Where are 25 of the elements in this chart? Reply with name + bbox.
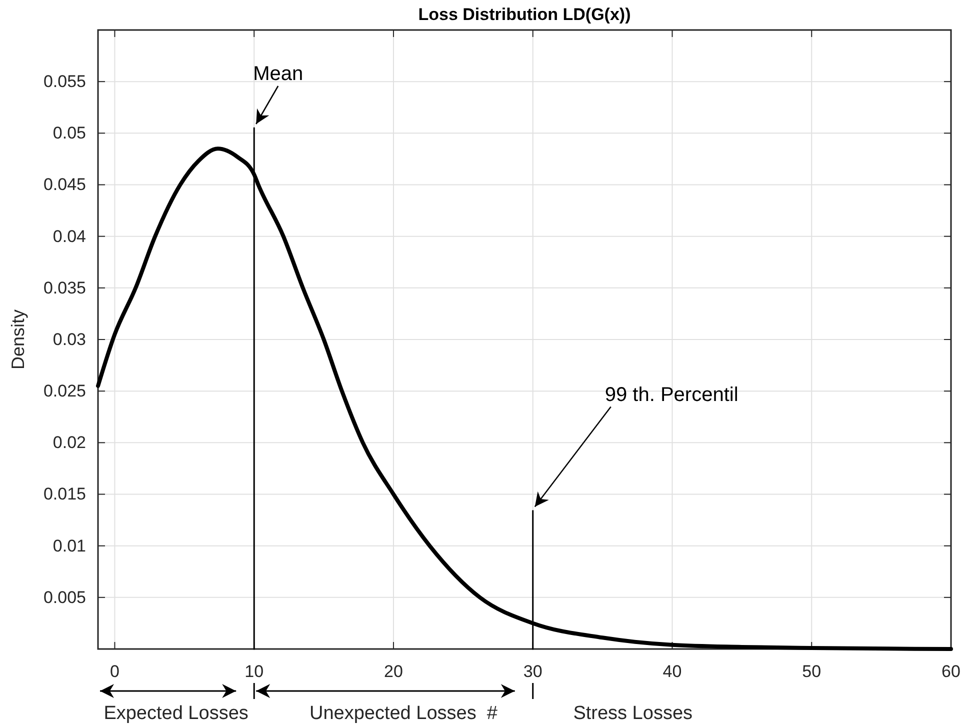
y-tick-label: 0.025 <box>43 382 86 401</box>
y-tick-label: 0.005 <box>43 588 86 607</box>
y-tick-label: 0.03 <box>52 330 86 349</box>
y-tick-label: 0.055 <box>43 72 86 92</box>
y-tick-label: 0.015 <box>43 484 86 504</box>
text: Expected Losses <box>104 703 248 724</box>
x-tick-label: 50 <box>802 662 822 682</box>
x-tick-label: 20 <box>384 662 403 682</box>
y-tick-label: 0.04 <box>52 226 86 246</box>
y-tick-label: 0.01 <box>52 536 86 556</box>
annotation: 99 th. Percentil <box>604 384 738 406</box>
chart-title: Loss Distribution LD(G(x)) <box>418 5 631 24</box>
x-tick-label: 0 <box>110 662 120 682</box>
y-tick-label: 0.045 <box>43 175 86 194</box>
text: Unexpected Losses # <box>309 703 498 724</box>
annotation: Mean <box>253 63 304 86</box>
x-tick-label: 30 <box>523 662 542 682</box>
text: Stress Losses <box>573 703 693 724</box>
y-tick-label: 0.02 <box>52 433 86 452</box>
y-tick-label: 0.05 <box>52 124 86 143</box>
x-tick-label: 40 <box>662 662 682 682</box>
x-tick-label: 60 <box>942 662 960 682</box>
x-tick-label: 10 <box>244 662 264 682</box>
y-tick-label: 0.035 <box>43 278 86 298</box>
y-axis-title: Density <box>8 309 28 370</box>
